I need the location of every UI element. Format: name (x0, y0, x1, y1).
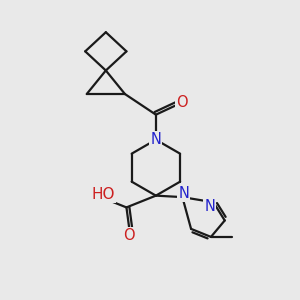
Text: N: N (178, 186, 189, 201)
Text: N: N (151, 132, 161, 147)
Text: O: O (177, 94, 188, 110)
Text: O: O (124, 229, 135, 244)
Text: N: N (151, 132, 161, 147)
Text: HO: HO (91, 187, 115, 202)
Text: N: N (204, 199, 215, 214)
